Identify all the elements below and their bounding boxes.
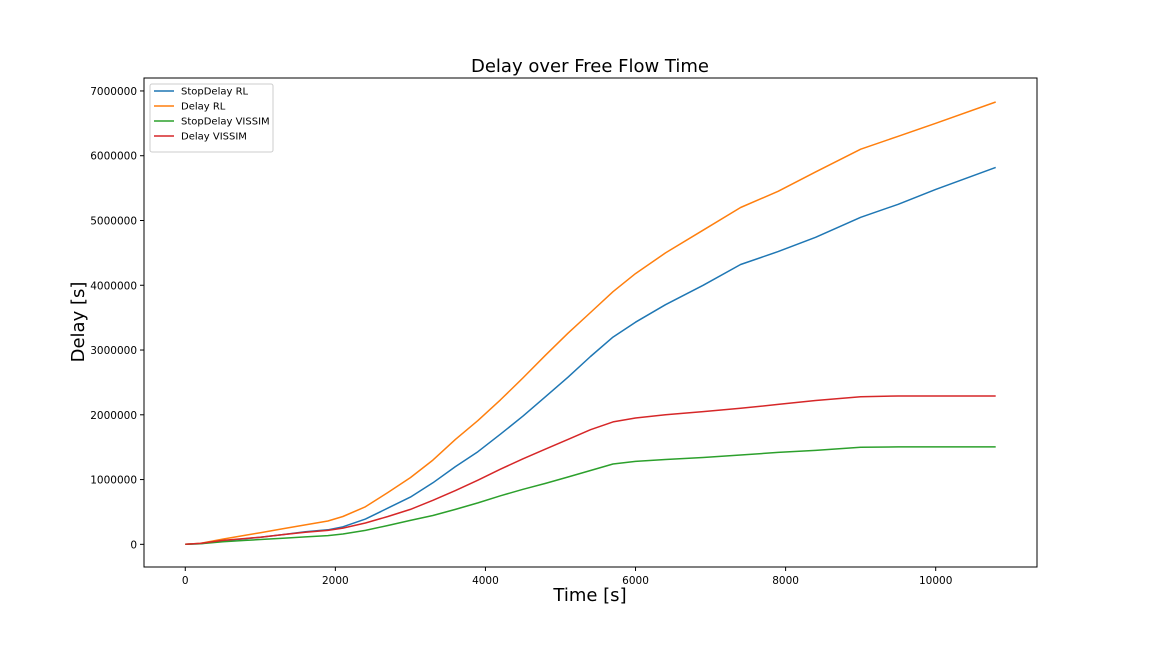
series-line-1	[185, 101, 996, 546]
y-tick-label: 5000000	[90, 215, 137, 227]
legend: StopDelay RL Delay RL StopDelay VISSIM Dela…	[149, 83, 274, 153]
x-tick-label: 2000	[322, 575, 349, 587]
x-tick-label: 10000	[919, 575, 952, 587]
y-tick-label: 6000000	[90, 151, 137, 163]
x-tick-label: 4000	[472, 575, 499, 587]
series-lines	[185, 101, 996, 546]
y-tick-label: 7000000	[90, 86, 137, 98]
x-tick-label: 0	[182, 575, 189, 587]
y-tick-label: 1000000	[90, 475, 137, 487]
legend-label: StopDelay VISSIM	[181, 117, 270, 128]
x-axis-label: Time [s]	[552, 585, 626, 606]
legend-label: Delay RL	[181, 102, 226, 113]
series-line-2	[185, 446, 996, 546]
plot-frame	[143, 77, 1038, 568]
legend-box	[149, 83, 274, 153]
y-tick-label: 4000000	[90, 280, 137, 292]
series-line-3	[185, 395, 996, 546]
axes: 0 2000 4000 6000 8000 10000 0 1000000 2000000 300…	[90, 86, 952, 587]
x-tick-label: 6000	[622, 575, 649, 587]
x-tick-label: 8000	[772, 575, 799, 587]
y-tick-label: 2000000	[90, 410, 137, 422]
legend-label: Delay VISSIM	[181, 132, 247, 143]
y-tick-label: 3000000	[90, 345, 137, 357]
y-axis-label: Delay [s]	[68, 282, 89, 363]
y-tick-label: 0	[130, 539, 137, 551]
legend-label: StopDelay RL	[181, 87, 249, 98]
chart-title: Delay over Free Flow Time	[471, 56, 709, 77]
